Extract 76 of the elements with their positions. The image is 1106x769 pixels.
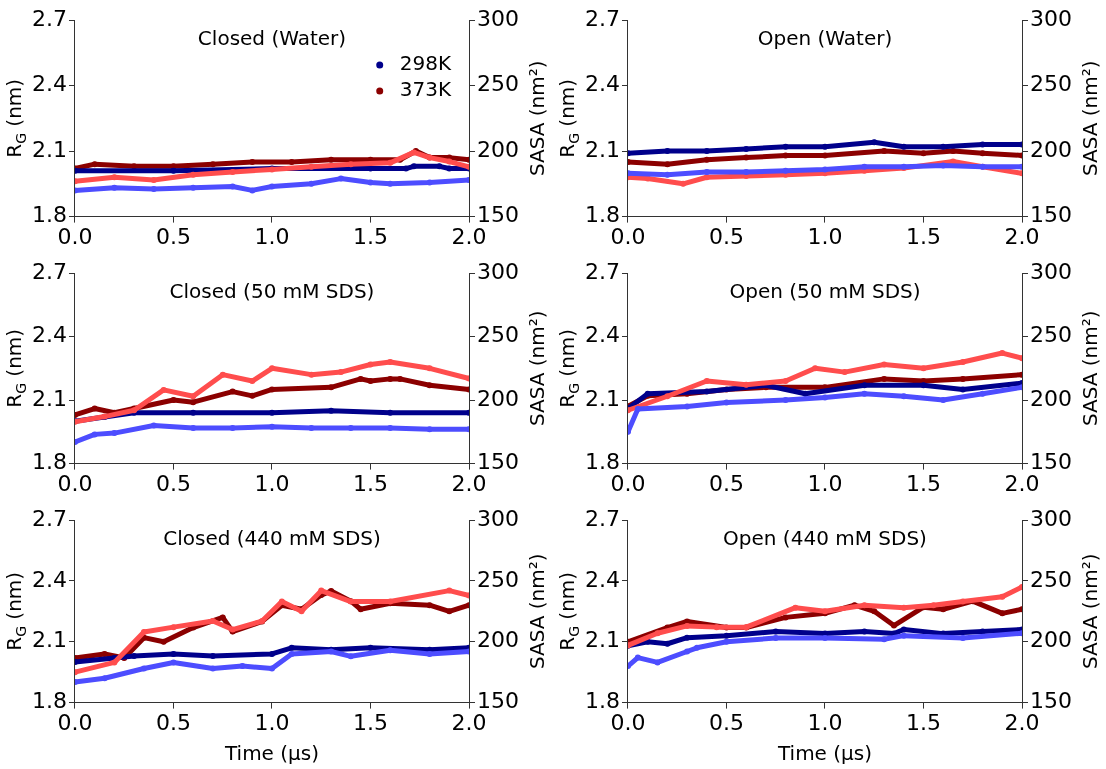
x-tick-label: 1.5 [906,709,941,735]
y-axis-title: RG (nm) [555,571,582,651]
y-axis-title: RG (nm) [2,571,29,651]
y2-tick-label: 300 [477,505,520,531]
x-tick-label: 1.0 [807,470,843,496]
y-axis-title: RG (nm) [2,328,29,408]
y-tick-label: 2.7 [31,5,67,31]
x-tick-label: 1.5 [353,223,388,249]
y2-axis-title: SASA (nm²) [1078,553,1103,670]
y-tick-label: 2.7 [31,505,67,531]
y2-tick-label: 250 [477,566,520,592]
chart-title: Open (Water) [757,26,893,51]
y2-tick-label: 250 [477,71,520,97]
x-tick-label: 1.5 [353,709,388,735]
y-tick-label: 2.1 [584,136,620,162]
x-tick-label: 0.5 [155,223,191,249]
chart-title: Open (440 mM SDS) [723,526,927,551]
y2-tick-label: 200 [477,385,520,411]
x-tick-label: 1.5 [906,470,941,496]
chart-title: Closed (Water) [197,26,347,51]
y2-tick-label: 200 [1030,385,1073,411]
y-tick-label: 2.1 [584,627,620,653]
x-tick-label: 1.0 [807,709,843,735]
y-tick-label: 2.4 [584,566,620,592]
y2-tick-label: 300 [477,258,520,284]
y2-tick-label: 200 [1030,627,1073,653]
y2-tick-label: 200 [477,627,520,653]
y2-tick-label: 250 [1030,566,1073,592]
y-axis-title: RG (nm) [555,328,582,408]
y2-axis-title: SASA (nm²) [1078,60,1103,177]
x-axis-title: Time (μs) [776,741,873,766]
x-axis-title: Time (μs) [223,741,320,766]
y-axis-title: RG (nm) [555,78,582,158]
y2-tick-label: 200 [1030,136,1073,162]
y2-axis-title: SASA (nm²) [525,553,550,670]
y-tick-label: 2.1 [31,627,67,653]
y-tick-label: 2.4 [584,71,620,97]
y-tick-label: 2.4 [31,71,67,97]
x-tick-label: 1.5 [353,470,388,496]
y-tick-label: 2.1 [31,385,67,411]
chart-title: Closed (440 mM SDS) [163,526,381,551]
x-tick-label: 1.0 [254,470,290,496]
x-tick-label: 0.5 [155,470,191,496]
x-tick-label: 0.5 [708,223,744,249]
x-tick-label: 1.0 [807,223,843,249]
y-tick-label: 2.4 [31,566,67,592]
y2-axis-title: SASA (nm²) [525,60,550,177]
x-tick-label: 1.5 [906,223,941,249]
y-axis-title: RG (nm) [2,78,29,158]
x-tick-label: 0.5 [708,709,744,735]
chart-title: Open (50 mM SDS) [729,279,921,304]
y2-axis-title: SASA (nm²) [1078,310,1103,427]
x-tick-label: 1.0 [254,709,290,735]
y-tick-label: 2.4 [584,322,620,348]
y-tick-label: 2.4 [31,322,67,348]
y2-tick-label: 250 [1030,71,1073,97]
y2-tick-label: 250 [1030,322,1073,348]
y2-tick-label: 300 [1030,505,1073,531]
y2-tick-label: 200 [477,136,520,162]
x-tick-label: 1.0 [254,223,290,249]
y-tick-label: 2.7 [31,258,67,284]
x-tick-label: 0.5 [155,709,191,735]
legend-label: 373K [399,77,452,102]
y-tick-label: 2.1 [584,385,620,411]
x-tick-label: 0.5 [708,470,744,496]
y2-tick-label: 300 [477,5,520,31]
legend-label: 298K [399,51,452,76]
chart-title: Closed (50 mM SDS) [169,279,375,304]
y-tick-label: 2.7 [584,258,620,284]
y2-tick-label: 300 [1030,258,1073,284]
y2-tick-label: 250 [477,322,520,348]
y-tick-label: 2.7 [584,505,620,531]
y-tick-label: 2.7 [584,5,620,31]
y-tick-label: 2.1 [31,136,67,162]
y2-tick-label: 300 [1030,5,1073,31]
y2-axis-title: SASA (nm²) [525,310,550,427]
